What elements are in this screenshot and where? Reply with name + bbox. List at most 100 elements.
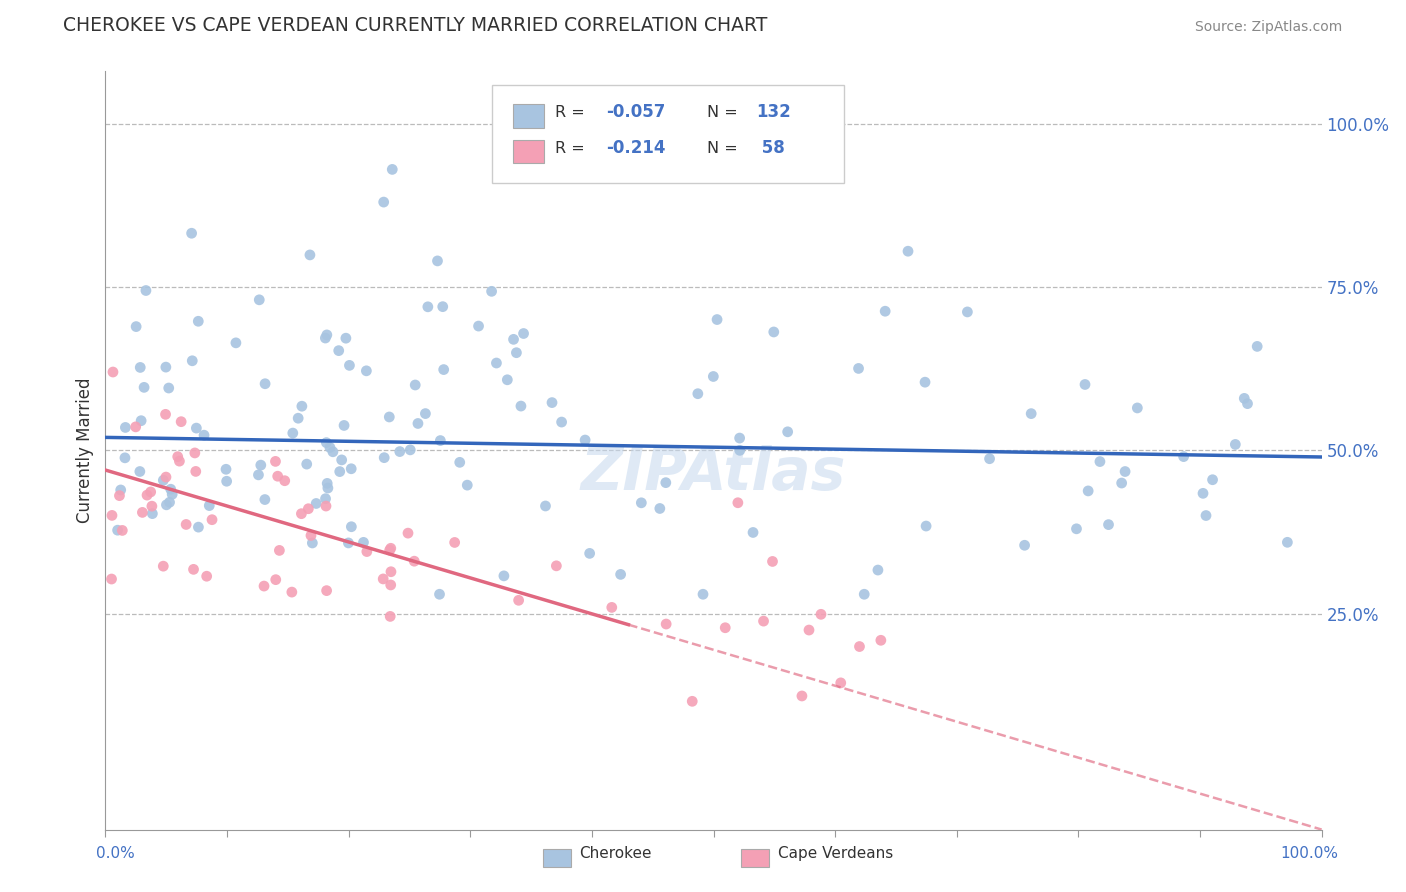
Point bbox=[141, 507, 163, 521]
Point bbox=[429, 434, 451, 448]
Point bbox=[1233, 392, 1256, 406]
Point bbox=[125, 319, 148, 334]
Point bbox=[107, 523, 129, 537]
Point bbox=[337, 536, 360, 550]
Point bbox=[432, 300, 454, 314]
Point bbox=[101, 508, 124, 523]
Point bbox=[406, 417, 429, 431]
Point bbox=[1126, 401, 1149, 415]
Point bbox=[380, 609, 402, 624]
Point bbox=[291, 399, 314, 413]
Point bbox=[681, 694, 703, 708]
Point bbox=[378, 543, 401, 558]
Point bbox=[429, 587, 451, 601]
Point bbox=[574, 433, 596, 447]
Point bbox=[727, 496, 749, 510]
Text: -0.214: -0.214 bbox=[606, 138, 665, 156]
Point bbox=[609, 567, 631, 582]
Point bbox=[297, 501, 319, 516]
Point bbox=[330, 453, 353, 467]
Text: N =: N = bbox=[707, 105, 744, 120]
Point bbox=[776, 425, 799, 439]
Point bbox=[373, 450, 395, 465]
Point bbox=[169, 454, 191, 468]
Point bbox=[853, 587, 876, 601]
Point bbox=[315, 435, 337, 450]
Text: R =: R = bbox=[555, 141, 591, 155]
Point bbox=[1088, 454, 1111, 468]
Point bbox=[110, 483, 132, 497]
Point bbox=[1225, 437, 1247, 451]
Point bbox=[281, 426, 304, 441]
Point bbox=[160, 487, 183, 501]
Point bbox=[1097, 517, 1119, 532]
Point bbox=[254, 376, 277, 391]
Point bbox=[380, 565, 402, 579]
Text: CHEROKEE VS CAPE VERDEAN CURRENTLY MARRIED CORRELATION CHART: CHEROKEE VS CAPE VERDEAN CURRENTLY MARRI… bbox=[63, 16, 768, 35]
Point bbox=[315, 583, 337, 598]
Point bbox=[184, 464, 207, 478]
Point bbox=[914, 375, 936, 389]
Point bbox=[508, 593, 530, 607]
Point bbox=[180, 226, 202, 240]
Point bbox=[546, 558, 568, 573]
Point bbox=[155, 360, 177, 375]
Point bbox=[1014, 538, 1036, 552]
Point bbox=[761, 554, 783, 568]
Point bbox=[648, 501, 671, 516]
Point bbox=[380, 541, 402, 556]
Point bbox=[166, 450, 188, 464]
Point bbox=[316, 476, 339, 491]
Point bbox=[132, 380, 155, 394]
Point bbox=[215, 475, 238, 489]
Point bbox=[329, 465, 352, 479]
Point bbox=[340, 520, 363, 534]
Point bbox=[1114, 465, 1136, 479]
Point bbox=[848, 640, 870, 654]
Point bbox=[1192, 486, 1215, 500]
Point bbox=[404, 378, 426, 392]
Point bbox=[600, 600, 623, 615]
Text: 132: 132 bbox=[756, 103, 792, 120]
Point bbox=[124, 420, 146, 434]
Point bbox=[426, 254, 449, 268]
Point bbox=[848, 361, 870, 376]
Point bbox=[1019, 407, 1042, 421]
Point bbox=[467, 319, 489, 334]
Point bbox=[728, 443, 751, 458]
Point bbox=[157, 381, 180, 395]
Point bbox=[139, 484, 162, 499]
Text: Cape Verdeans: Cape Verdeans bbox=[778, 847, 893, 861]
Point bbox=[298, 248, 321, 262]
Point bbox=[373, 195, 395, 210]
Point bbox=[184, 446, 207, 460]
Text: ZIPAtlas: ZIPAtlas bbox=[581, 445, 846, 501]
Point bbox=[505, 345, 527, 359]
Point bbox=[433, 362, 456, 376]
Point bbox=[183, 562, 205, 576]
Point bbox=[181, 353, 204, 368]
Point bbox=[340, 462, 363, 476]
Y-axis label: Currently Married: Currently Married bbox=[76, 377, 94, 524]
Point bbox=[129, 360, 152, 375]
Point bbox=[253, 579, 276, 593]
Point bbox=[174, 517, 197, 532]
Point bbox=[314, 331, 336, 345]
Point bbox=[247, 293, 270, 307]
Point bbox=[186, 421, 208, 435]
Point bbox=[655, 475, 678, 490]
Point bbox=[333, 418, 356, 433]
Point bbox=[481, 285, 503, 299]
Point bbox=[290, 507, 312, 521]
Point bbox=[1236, 397, 1258, 411]
Point bbox=[449, 455, 471, 469]
Point bbox=[380, 578, 402, 592]
Point bbox=[630, 496, 652, 510]
Text: 58: 58 bbox=[756, 138, 785, 156]
Text: N =: N = bbox=[707, 141, 744, 155]
Point bbox=[496, 373, 519, 387]
Point bbox=[274, 474, 297, 488]
Point bbox=[315, 327, 337, 342]
Point bbox=[416, 300, 439, 314]
Point bbox=[339, 359, 361, 373]
